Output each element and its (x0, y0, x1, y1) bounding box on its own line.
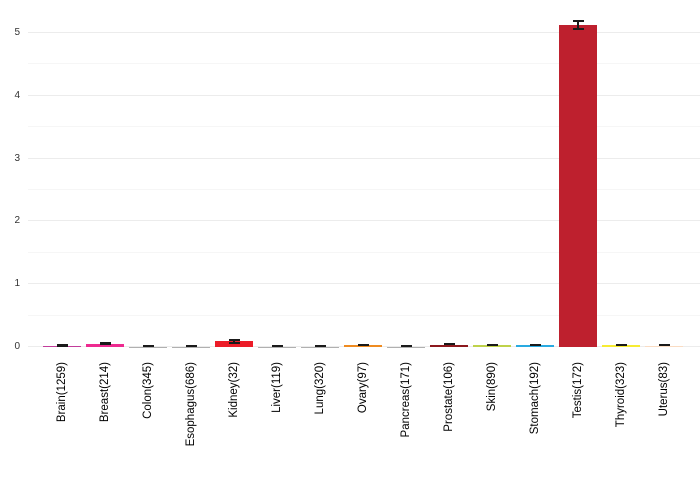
error-bar-cap-top-testis (572, 19, 584, 22)
x-tick-label-ovary: Ovary(97) (356, 362, 369, 414)
error-bar-cap-bottom-pancreas (400, 345, 412, 347)
gridline-major (28, 220, 700, 222)
error-bar-cap-bottom-brain (56, 344, 68, 347)
gridline-minor (28, 126, 700, 128)
gridline-major (28, 157, 700, 159)
error-bar-cap-bottom-lung (314, 345, 326, 347)
error-bar-cap-bottom-thyroid (615, 344, 627, 347)
x-tick-label-skin: Skin(890) (485, 362, 498, 412)
x-tick-label-kidney: Kidney(32) (227, 362, 240, 418)
x-tick-label-prostate: Prostate(106) (442, 362, 455, 432)
y-tick-label: 0 (14, 341, 20, 352)
error-bar-line-testis (577, 19, 579, 30)
error-bar-cap-bottom-uterus (658, 344, 670, 347)
x-tick-label-colon: Colon(345) (141, 362, 154, 419)
gridline-minor (28, 189, 700, 190)
gridline-major (28, 94, 700, 96)
y-tick-label: 2 (14, 215, 20, 227)
error-bar-cap-bottom-testis (572, 27, 584, 30)
bar-ovary[interactable] (344, 345, 382, 347)
gridline-minor (28, 63, 700, 65)
x-tick-label-liver: Liver(119) (270, 362, 283, 413)
gridline-major (28, 283, 700, 285)
x-tick-label-esophagus: Esophagus(686) (184, 362, 197, 447)
x-tick-label-testis: Testis(172) (571, 362, 584, 419)
x-tick-label-stomach: Stomach(192) (528, 362, 541, 435)
bar-skin[interactable] (473, 345, 511, 347)
bar-thyroid[interactable] (602, 345, 640, 347)
gridline-minor (28, 314, 700, 316)
bar-breast[interactable] (86, 343, 124, 347)
error-bar-cap-bottom-kidney (228, 342, 240, 345)
error-bar-cap-top-breast (99, 342, 111, 345)
x-tick-label-uterus: Uterus(83) (657, 362, 670, 417)
y-tick-label: 3 (14, 152, 20, 164)
error-bar-cap-bottom-ovary (357, 344, 369, 347)
bar-stomach[interactable] (516, 345, 554, 347)
error-bar-cap-bottom-liver (271, 345, 283, 347)
y-tick-label: 4 (14, 89, 20, 101)
x-tick-label-lung: Lung(320) (313, 362, 326, 415)
error-bar-cap-bottom-stomach (529, 344, 541, 347)
bar-testis[interactable] (559, 24, 597, 347)
x-tick-label-breast: Breast(214) (98, 362, 111, 423)
error-bar-line-kidney (233, 338, 235, 345)
y-tick-label: 5 (14, 27, 20, 38)
gridline-major (28, 32, 700, 33)
x-tick-label-brain: Brain(1259) (55, 362, 68, 423)
x-tick-label-pancreas: Pancreas(171) (399, 362, 412, 438)
error-bar-cap-top-kidney (228, 338, 240, 341)
error-bar-cap-bottom-esophagus (185, 345, 197, 347)
error-bar-cap-bottom-skin (486, 344, 498, 347)
y-tick-label: 1 (14, 278, 20, 290)
plot-area (28, 0, 700, 347)
error-bar-cap-bottom-colon (142, 345, 154, 347)
error-bar-cap-bottom-prostate (443, 343, 455, 346)
bar-uterus[interactable] (645, 345, 683, 347)
error-bar-cap-bottom-breast (99, 343, 111, 346)
gridline-minor (28, 251, 700, 253)
bar-prostate[interactable] (430, 344, 468, 347)
x-tick-label-thyroid: Thyroid(323) (614, 362, 627, 428)
